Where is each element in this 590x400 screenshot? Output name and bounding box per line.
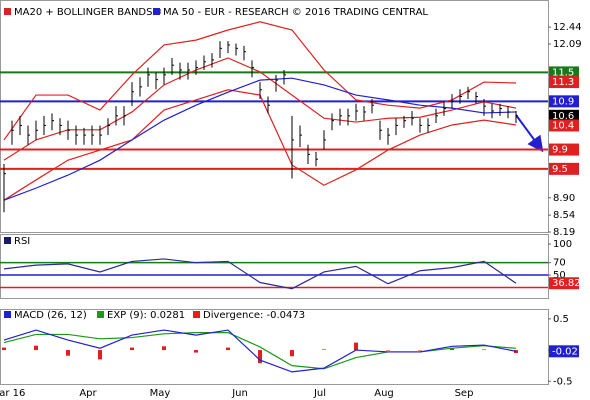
price-frame — [0, 0, 549, 233]
divergence-bar — [290, 350, 294, 357]
macd-line — [3, 331, 517, 370]
rsi-frame — [0, 234, 549, 299]
legend-swatch — [4, 8, 11, 15]
level-label: 9.5 — [552, 164, 568, 175]
y-tick-label: 8.54 — [553, 210, 575, 221]
level-label: 11.5 — [552, 67, 574, 78]
divergence-bar — [226, 347, 230, 351]
x-tick-label: Jul — [313, 388, 326, 399]
level-label-box — [549, 109, 579, 122]
x-tick-label: Apr — [79, 388, 97, 399]
level-label: 9.9 — [552, 145, 568, 156]
divergence-bar — [514, 350, 518, 354]
legend-label: MACD (26, 12) — [14, 310, 87, 321]
legend-label: Divergence: -0.0473 — [203, 310, 305, 321]
divergence-bar — [162, 346, 166, 351]
macd-line — [3, 329, 517, 373]
divergence-bar — [386, 350, 390, 351]
indicator-line — [3, 77, 517, 201]
level-label-box — [549, 76, 579, 89]
y-tick-label: 50 — [553, 270, 566, 281]
divergence-bar — [34, 345, 38, 351]
level-label: 10.4 — [552, 120, 574, 131]
legend-label: RSI — [14, 236, 30, 247]
level-label: 10.9 — [552, 96, 574, 107]
legend-swatch — [4, 311, 11, 318]
y-tick-label: 12.44 — [553, 22, 582, 33]
forecast-arrow — [515, 114, 544, 153]
y-tick-label: 8.19 — [553, 227, 575, 238]
y-tick-label: 0.5 — [553, 314, 569, 325]
legend-swatch — [153, 8, 160, 15]
x-tick-label: Sep — [455, 388, 474, 399]
macd-frame — [0, 309, 549, 385]
level-label-box — [549, 119, 579, 132]
level-label-box — [549, 162, 579, 175]
level-label-box — [549, 95, 579, 108]
x-tick-label: Jun — [231, 388, 248, 399]
legend-swatch — [193, 311, 200, 318]
indicator-line — [3, 21, 517, 141]
x-tick-label: Mar 16 — [0, 388, 25, 399]
level-label: 10.6 — [552, 111, 574, 122]
divergence-bar — [2, 347, 6, 351]
divergence-bar — [418, 350, 422, 351]
indicator-line — [3, 89, 517, 201]
divergence-bar — [322, 349, 326, 351]
rsi-line — [3, 258, 517, 290]
last-value-label-box — [549, 345, 579, 358]
divergence-bar — [258, 350, 262, 364]
last-value-label-box — [549, 277, 579, 290]
divergence-bar — [450, 348, 454, 351]
last-value-label: 36.82 — [552, 278, 581, 289]
divergence-bar — [194, 350, 198, 353]
y-tick-label: 100 — [553, 239, 572, 250]
y-tick-label: -0.5 — [553, 376, 573, 387]
legend-swatch — [97, 311, 104, 318]
y-tick-label: 70 — [553, 258, 566, 269]
divergence-bar — [354, 342, 358, 351]
legend-label: MA20 + BOLLINGER BANDS® — [14, 7, 162, 18]
last-value-label: -0.02 — [552, 346, 578, 357]
legend-swatch — [4, 237, 11, 244]
divergence-bar — [482, 349, 486, 351]
level-label: 11.3 — [552, 77, 574, 88]
divergence-bar — [130, 347, 134, 351]
level-label-box — [549, 66, 579, 79]
y-tick-label: 8.90 — [553, 193, 575, 204]
divergence-bar — [66, 350, 70, 356]
level-label-box — [549, 143, 579, 156]
x-tick-label: Aug — [374, 388, 394, 399]
y-tick-label: 12.09 — [553, 39, 582, 50]
legend-label: MA 50 - EUR - RESEARCH © 2016 TRADING CE… — [163, 7, 428, 18]
x-tick-label: May — [150, 388, 171, 399]
indicator-line — [3, 57, 517, 161]
divergence-bar — [98, 350, 102, 360]
legend-label: EXP (9): 0.0281 — [107, 310, 185, 321]
